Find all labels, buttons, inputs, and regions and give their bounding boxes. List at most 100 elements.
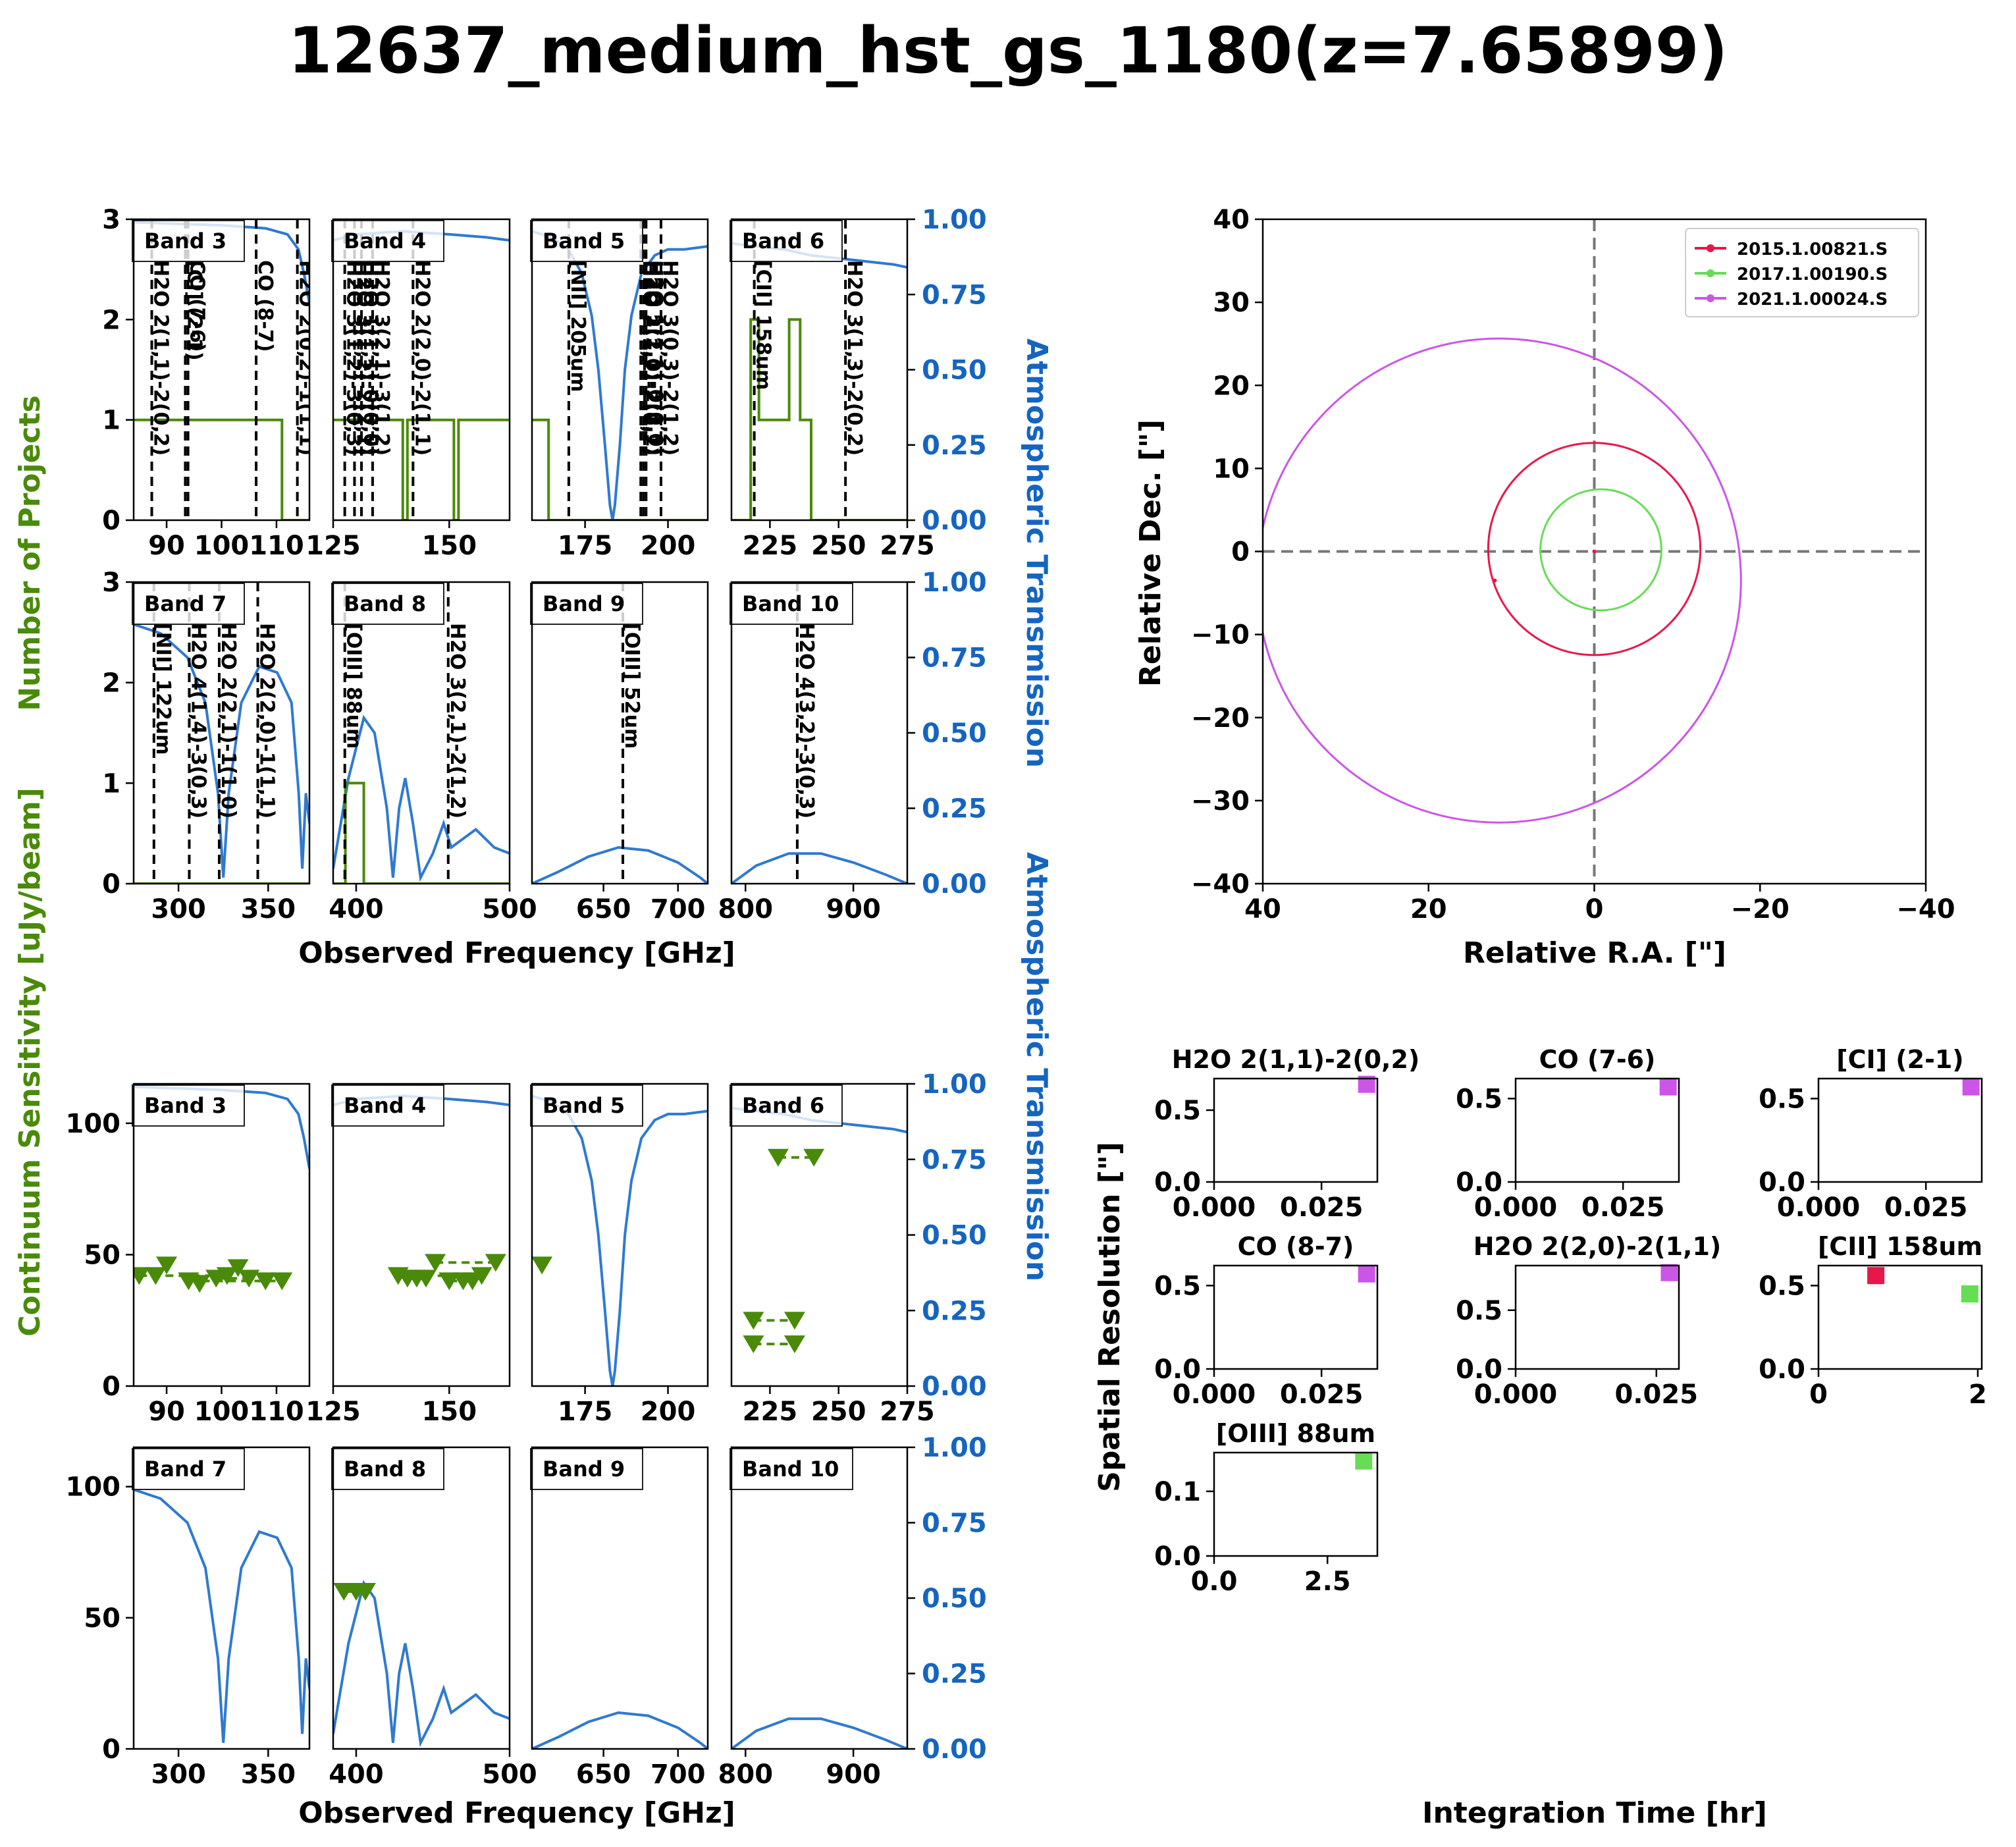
band-label-box xyxy=(132,583,245,625)
panel-frame xyxy=(132,581,311,885)
panel-frame xyxy=(531,218,709,522)
y2-tick-label: 0.50 xyxy=(922,718,987,749)
transmission-curve xyxy=(333,1580,510,1748)
y-tick-label: 0.0 xyxy=(1456,1167,1502,1198)
y-tick-label: 0.0 xyxy=(1759,1354,1805,1385)
band-label: Band 8 xyxy=(344,591,426,616)
panel-plot-area xyxy=(333,1580,510,1748)
projects-panel: H2O 2(1,1)-2(0,2) [CI] (2-1)CO (7-6) CO (8… xyxy=(102,205,318,561)
spectral-line-label: [CII] 158um xyxy=(752,260,775,390)
x-tick-label: 150 xyxy=(422,531,477,561)
panel-plot-area: [CII] 158um H2O 3(1,3)-2(0,2) xyxy=(731,219,907,520)
resolution-xlabel: Integration Time [hr] xyxy=(1422,1796,1767,1830)
x-tick-label: −40 xyxy=(1896,894,1955,924)
resolution-panel-frame xyxy=(1817,1264,1983,1370)
x-tick-label: 200 xyxy=(641,531,696,561)
spectral-line-label: H2O 1(1,1)-0(0,0) xyxy=(359,260,382,456)
y2-tick-label: 0.50 xyxy=(922,1221,987,1251)
x-tick-label: 90 xyxy=(148,1397,185,1427)
band-label-box xyxy=(729,1448,853,1490)
band-label: Band 6 xyxy=(742,228,824,254)
x-tick-label: 0.0 xyxy=(1191,1566,1238,1597)
x-tick-label: 90 xyxy=(148,531,185,561)
x-tick-label: 800 xyxy=(718,894,774,924)
x-tick-label: 700 xyxy=(650,894,706,924)
panel-plot-area xyxy=(532,1094,708,1386)
panel-plot-area: H2O 4(3,2)-3(0,3) xyxy=(731,582,907,884)
project-count-step xyxy=(134,418,309,520)
y-tick-label: 50 xyxy=(84,1240,120,1270)
y-tick-label: 0.5 xyxy=(1154,1271,1201,1301)
x-tick-label: 250 xyxy=(811,1397,866,1427)
x-tick-label: 500 xyxy=(482,894,537,924)
y-tick-label: 0.0 xyxy=(1154,1167,1201,1198)
y-tick-label: 40 xyxy=(1213,205,1250,235)
spectral-line-label: H2O 2(0,2)-1(1,1) xyxy=(295,260,318,456)
sensitivity-panel: Band 7 300 350 0 50 100 xyxy=(66,1446,311,1790)
band-label: Band 4 xyxy=(344,228,426,254)
x-tick-label: 40 xyxy=(1244,894,1281,924)
projects-transmission-ylabel: Atmospheric Transmission xyxy=(1020,338,1053,768)
y-tick-label: 0.5 xyxy=(1456,1084,1502,1114)
y2-tick-label: 0.25 xyxy=(922,1296,987,1326)
y-tick-label: 2 xyxy=(102,668,120,699)
x-tick-label: 20 xyxy=(1410,894,1447,924)
y2-tick-label: 0.75 xyxy=(922,643,987,674)
legend-entry-label: 2015.1.00821.S xyxy=(1737,240,1888,259)
y-tick-label: 0.5 xyxy=(1456,1296,1502,1326)
projects-panel: [NII] 122um H2O 4(1,4)-3(0,3) H2O 2(2,1)-1… xyxy=(102,568,311,924)
y-tick-label: 1 xyxy=(102,768,120,799)
resolution-panel-title: [OIII] 88um xyxy=(1216,1419,1375,1448)
y2-tick-label: 0.75 xyxy=(922,280,987,310)
y-tick-label: 3 xyxy=(102,568,120,598)
fov-xlabel: Relative R.A. ["] xyxy=(1463,936,1726,970)
transmission-curve xyxy=(532,1094,708,1386)
projects-panel: H2O 4(3,2)-3(0,3) Band 10 800 900 0.00 0.25 0.… xyxy=(718,568,987,924)
panel-frame xyxy=(332,1446,511,1750)
sensitivity-ylabel: Continuum Sensitivity [uJy/beam] xyxy=(13,788,47,1337)
panel-plot-area: [OIII] 52um xyxy=(532,582,708,884)
spectral-line-label: [OIII] 88um xyxy=(342,623,365,749)
fov-ylabel: Relative Dec. ["] xyxy=(1134,419,1167,687)
band-label-box xyxy=(132,1448,245,1490)
band-label: Band 9 xyxy=(543,1457,625,1482)
y-tick-label: 0 xyxy=(102,1372,120,1402)
x-tick-label: 0.025 xyxy=(1581,1192,1665,1223)
x-tick-label: 350 xyxy=(241,894,296,924)
band-label-box xyxy=(530,583,643,625)
spectral-line-label: H2O 3(1,2)-2(2,1) xyxy=(352,260,375,456)
x-tick-label: 2 xyxy=(1969,1379,1987,1410)
resolution-panel: CO (7-6) 0.000 0.025 0.0 0.5 xyxy=(1456,1045,1680,1223)
y2-tick-label: 0.50 xyxy=(922,1584,987,1614)
x-tick-label: 800 xyxy=(718,1759,774,1790)
panel-frame xyxy=(332,218,511,522)
x-tick-label: 0.025 xyxy=(1615,1379,1699,1410)
spectral-line-label: H2O 4(3,2)-3(0,3) xyxy=(795,623,818,818)
spectral-line-label: H2O 1(1,1)-0(0,0) xyxy=(643,260,666,456)
y-tick-label: 0.0 xyxy=(1154,1354,1201,1385)
spectral-line-label: H2O 2(1,1)-2(0,2) xyxy=(149,260,172,456)
band-label: Band 3 xyxy=(144,1093,226,1118)
x-tick-label: 175 xyxy=(558,531,613,561)
fov-pointing-circle xyxy=(1539,488,1662,612)
y-tick-label: 50 xyxy=(84,1603,120,1634)
y-tick-label: −10 xyxy=(1191,620,1250,651)
y2-tick-label: 1.00 xyxy=(922,1069,987,1100)
panel-frame xyxy=(332,1083,511,1387)
sensitivity-upper-limit-marker xyxy=(227,1259,249,1277)
resolution-panel-frame xyxy=(1817,1077,1983,1183)
x-tick-label: 650 xyxy=(576,1759,631,1790)
y-tick-label: −20 xyxy=(1191,703,1250,734)
resolution-data-marker xyxy=(1961,1285,1978,1303)
x-tick-label: 400 xyxy=(329,894,384,924)
panel-frame xyxy=(531,1446,709,1750)
panel-frame xyxy=(531,1083,709,1387)
projects-panel: [OIII] 52um Band 9 650 700 xyxy=(530,581,709,924)
x-tick-label: 275 xyxy=(880,1397,935,1427)
fov-legend-box xyxy=(1685,228,1919,317)
panel-plot-area xyxy=(134,1085,309,1293)
y-tick-label: 3 xyxy=(102,205,120,235)
